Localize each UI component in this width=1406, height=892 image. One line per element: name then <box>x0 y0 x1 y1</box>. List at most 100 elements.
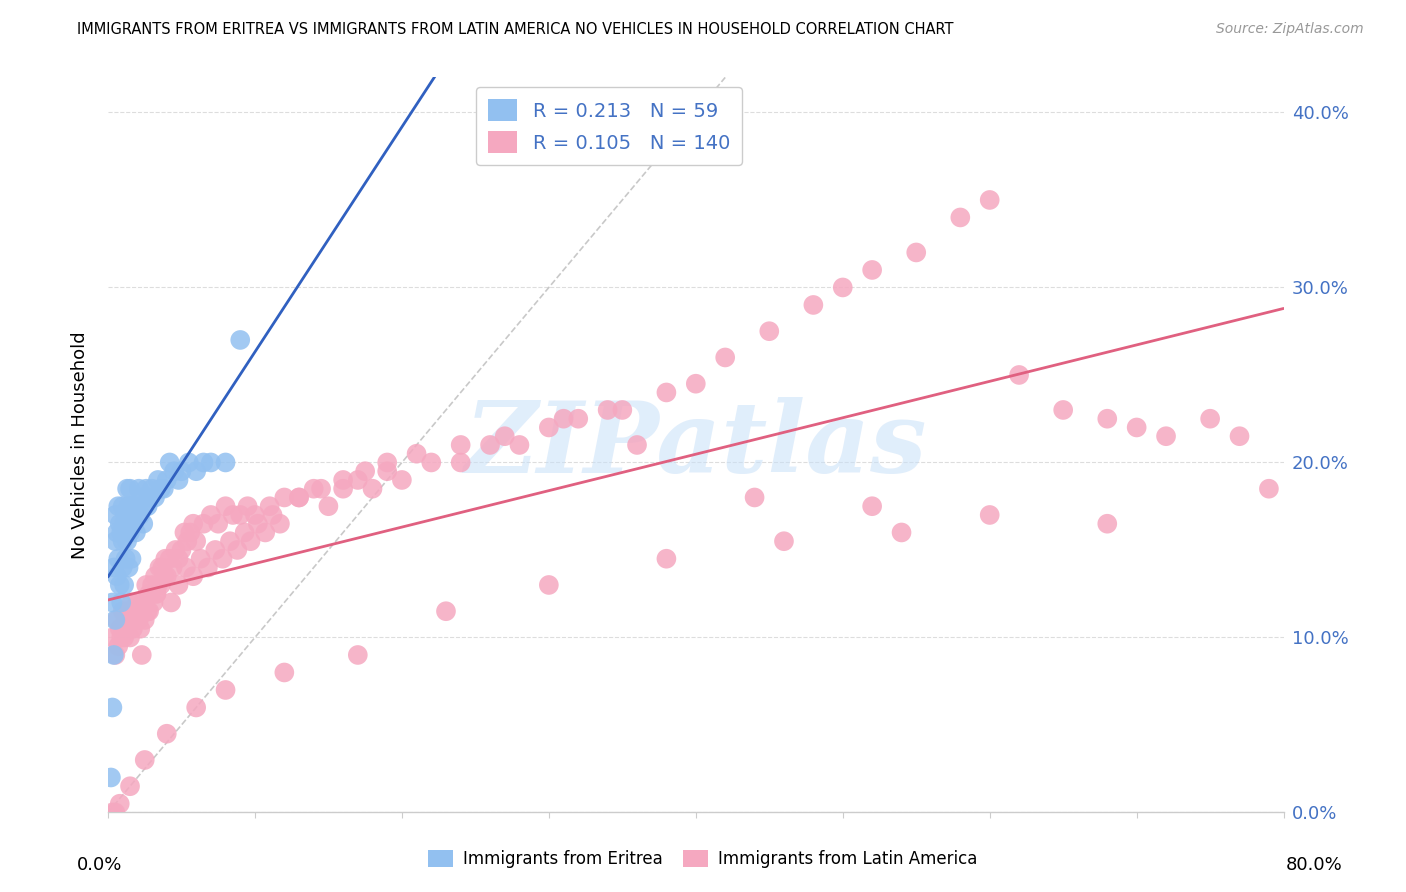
Point <box>159 455 181 469</box>
Text: ZIPatlas: ZIPatlas <box>464 397 927 493</box>
Text: 80.0%: 80.0% <box>1286 856 1343 874</box>
Point <box>100 771 122 785</box>
Point <box>302 482 325 496</box>
Point <box>105 613 128 627</box>
Point <box>979 508 1001 522</box>
Point <box>259 500 281 514</box>
Point <box>537 578 560 592</box>
Point <box>200 455 222 469</box>
Point <box>165 543 187 558</box>
Point <box>890 525 912 540</box>
Point <box>173 525 195 540</box>
Point <box>107 500 129 514</box>
Point <box>142 595 165 609</box>
Point <box>131 648 153 662</box>
Point <box>155 551 177 566</box>
Point <box>107 639 129 653</box>
Point <box>236 500 259 514</box>
Point <box>135 482 157 496</box>
Point <box>405 447 427 461</box>
Point <box>190 551 212 566</box>
Point <box>420 455 443 469</box>
Point <box>685 376 707 391</box>
Point <box>122 500 145 514</box>
Point <box>121 551 143 566</box>
Text: Source: ZipAtlas.com: Source: ZipAtlas.com <box>1216 22 1364 37</box>
Point <box>479 438 502 452</box>
Point <box>146 473 169 487</box>
Point <box>254 525 277 540</box>
Point <box>108 578 131 592</box>
Point <box>1199 411 1222 425</box>
Point <box>127 500 149 514</box>
Point <box>508 438 530 452</box>
Point <box>108 622 131 636</box>
Point <box>156 473 179 487</box>
Point <box>1229 429 1251 443</box>
Point <box>596 403 619 417</box>
Point <box>1154 429 1177 443</box>
Point <box>193 455 215 469</box>
Text: 0.0%: 0.0% <box>77 856 122 874</box>
Point <box>101 631 124 645</box>
Point <box>163 464 186 478</box>
Point <box>148 560 170 574</box>
Point <box>222 508 245 522</box>
Point <box>112 631 135 645</box>
Legend: R = 0.213   N = 59, R = 0.105   N = 140: R = 0.213 N = 59, R = 0.105 N = 140 <box>477 87 742 165</box>
Point <box>214 500 236 514</box>
Point <box>101 595 124 609</box>
Point <box>145 587 167 601</box>
Point <box>1258 482 1281 496</box>
Point <box>193 516 215 531</box>
Point <box>104 508 127 522</box>
Point <box>132 595 155 609</box>
Point <box>949 211 972 225</box>
Point <box>131 604 153 618</box>
Point <box>239 534 262 549</box>
Point <box>134 500 156 514</box>
Point <box>101 700 124 714</box>
Point <box>860 500 883 514</box>
Point <box>110 631 132 645</box>
Point <box>318 500 340 514</box>
Point <box>117 604 139 618</box>
Point <box>1125 420 1147 434</box>
Point <box>186 534 208 549</box>
Point <box>162 560 184 574</box>
Point <box>135 578 157 592</box>
Point <box>105 525 128 540</box>
Point <box>375 455 398 469</box>
Point <box>111 500 134 514</box>
Point <box>153 482 176 496</box>
Point <box>273 665 295 680</box>
Point <box>118 525 141 540</box>
Point <box>136 604 159 618</box>
Point <box>160 595 183 609</box>
Point <box>131 491 153 505</box>
Point <box>111 604 134 618</box>
Point <box>243 508 266 522</box>
Point <box>138 491 160 505</box>
Point <box>655 551 678 566</box>
Point <box>229 508 252 522</box>
Point <box>118 631 141 645</box>
Point <box>979 193 1001 207</box>
Point <box>167 578 190 592</box>
Point <box>124 613 146 627</box>
Point <box>134 613 156 627</box>
Point <box>450 438 472 452</box>
Point <box>186 700 208 714</box>
Point <box>108 516 131 531</box>
Point <box>288 491 311 505</box>
Point <box>655 385 678 400</box>
Point <box>138 587 160 601</box>
Point <box>246 516 269 531</box>
Point <box>138 604 160 618</box>
Point <box>125 525 148 540</box>
Point <box>207 516 229 531</box>
Point <box>226 543 249 558</box>
Y-axis label: No Vehicles in Household: No Vehicles in Household <box>72 331 89 558</box>
Point <box>143 569 166 583</box>
Point <box>434 604 457 618</box>
